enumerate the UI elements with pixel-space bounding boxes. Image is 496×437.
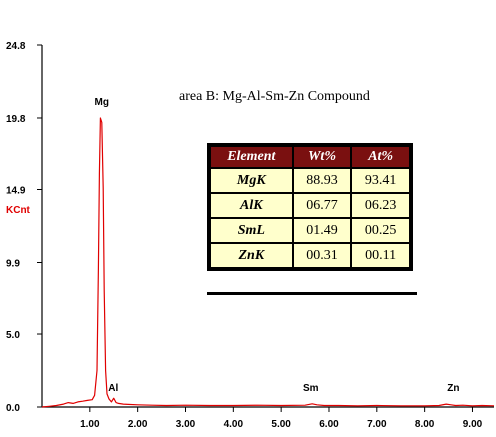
element-cell: ZnK — [211, 244, 292, 267]
at-cell: 06.23 — [352, 194, 409, 217]
column-header-at: At% — [352, 147, 409, 167]
spectrum-series-line — [41, 117, 495, 408]
y-tick-label: 19.8 — [6, 114, 26, 125]
element-cell: SmL — [211, 219, 292, 242]
x-tick-label: 9.00 — [463, 419, 483, 430]
x-tick-label: 4.00 — [224, 419, 244, 430]
peak-label-zn: Zn — [447, 383, 459, 394]
table-row: ZnK 00.31 00.11 — [211, 244, 409, 267]
table-row: SmL 01.49 00.25 — [211, 219, 409, 242]
element-cell: AlK — [211, 194, 292, 217]
x-tick-label: 7.00 — [367, 419, 387, 430]
at-cell: 00.25 — [352, 219, 409, 242]
peak-label-sm: Sm — [303, 383, 319, 394]
at-cell: 93.41 — [352, 169, 409, 192]
at-cell: 00.11 — [352, 244, 409, 267]
table-underline — [207, 292, 417, 295]
wt-cell: 00.31 — [293, 244, 351, 267]
y-tick-label: 0.0 — [6, 403, 20, 414]
peak-labels: Mg Al Sm Zn — [95, 97, 460, 394]
column-header-element: Element — [211, 147, 292, 167]
y-tick-label: 5.0 — [6, 330, 20, 341]
peak-label-mg: Mg — [95, 97, 109, 108]
wt-cell: 01.49 — [293, 219, 351, 242]
chart-caption: area B: Mg-Al-Sm-Zn Compound — [179, 89, 370, 104]
y-tick-label: 24.8 — [6, 41, 26, 52]
composition-table-wrapper: Element Wt% At% MgK 88.93 93.41 AlK 06.7… — [207, 143, 413, 271]
y-tick-label: 9.9 — [6, 258, 20, 269]
peak-label-al: Al — [108, 383, 118, 394]
ticks: 0.0 5.0 9.9 14.9 19.8 24.8 1.00 2.00 3.00 4.00 5.0… — [6, 41, 483, 430]
y-tick-label: 14.9 — [6, 186, 26, 197]
x-tick-label: 1.00 — [80, 419, 100, 430]
y-axis-label: KCnt — [6, 205, 31, 216]
x-tick-label: 5.00 — [271, 419, 291, 430]
axes — [41, 45, 494, 408]
wt-cell: 88.93 — [293, 169, 351, 192]
column-header-wt: Wt% — [293, 147, 351, 167]
x-tick-label: 3.00 — [176, 419, 196, 430]
wt-cell: 06.77 — [293, 194, 351, 217]
x-tick-label: 8.00 — [415, 419, 435, 430]
x-tick-label: 2.00 — [128, 419, 148, 430]
x-tick-label: 6.00 — [319, 419, 339, 430]
table-header-row: Element Wt% At% — [211, 147, 409, 167]
composition-table: Element Wt% At% MgK 88.93 93.41 AlK 06.7… — [207, 143, 413, 271]
table-row: AlK 06.77 06.23 — [211, 194, 409, 217]
series-layer — [41, 117, 495, 408]
table-row: MgK 88.93 93.41 — [211, 169, 409, 192]
element-cell: MgK — [211, 169, 292, 192]
